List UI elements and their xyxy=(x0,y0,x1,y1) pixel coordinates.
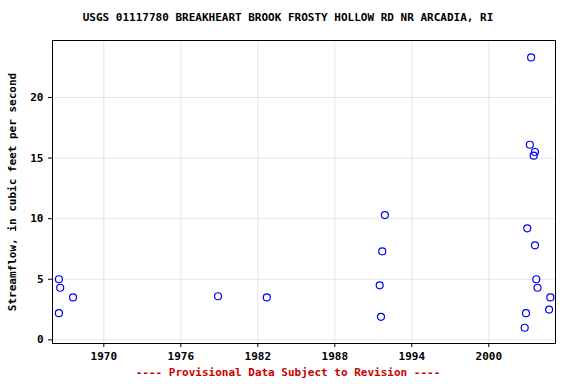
svg-text:1982: 1982 xyxy=(245,350,272,363)
html-text:USGS 01117780 BREAKHEART BROOK: USGS 01117780 BREAKHEART BROOK FROSTY HO… xyxy=(82,11,494,24)
svg-text:15: 15 xyxy=(30,152,43,165)
svg-text:1976: 1976 xyxy=(168,350,195,363)
html-text:---- Provisional Data Subject: ---- Provisional Data Subject to Revisio… xyxy=(135,366,441,379)
svg-text:1988: 1988 xyxy=(322,350,349,363)
svg-text:10: 10 xyxy=(30,212,43,225)
svg-text:0: 0 xyxy=(37,333,44,346)
svg-text:1994: 1994 xyxy=(399,350,426,363)
svg-text:5: 5 xyxy=(37,273,44,286)
svg-text:Streamflow, in cubic feet per: Streamflow, in cubic feet per second xyxy=(6,73,19,311)
svg-text:1970: 1970 xyxy=(91,350,118,363)
svg-text:2000: 2000 xyxy=(476,350,503,363)
svg-text:20: 20 xyxy=(30,91,43,104)
